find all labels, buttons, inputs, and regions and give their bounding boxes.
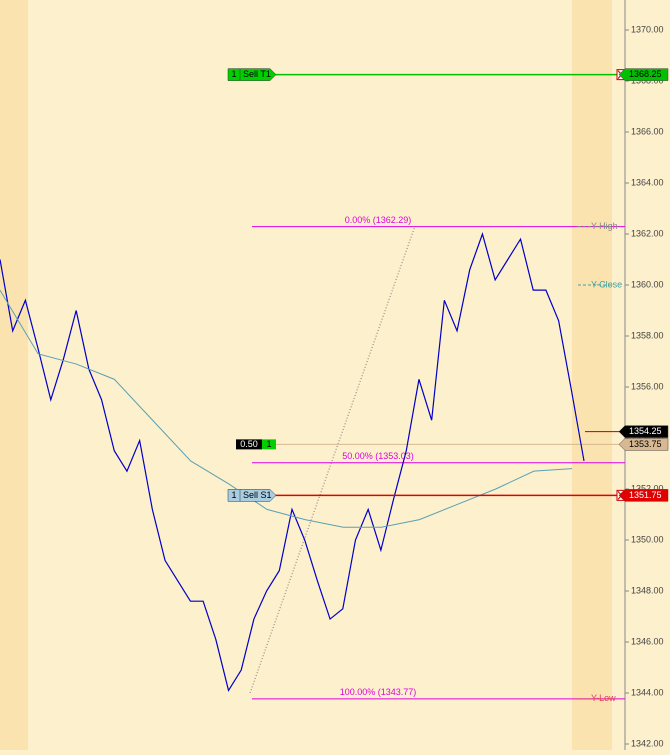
y-tick-label: 1362.00 bbox=[631, 228, 664, 238]
reference-label: Y-High bbox=[591, 221, 618, 231]
position-qty-box bbox=[262, 439, 276, 450]
fib-label: 0.00% (1362.29) bbox=[345, 215, 412, 225]
position-price-tag-label: 1353.75 bbox=[629, 439, 662, 449]
last-price-tag bbox=[618, 425, 669, 438]
reference-label: Y-Close bbox=[591, 279, 622, 289]
position-qty: 1 bbox=[266, 439, 271, 449]
order-price-tag-label: 1368.25 bbox=[629, 69, 662, 79]
position-price-tag bbox=[618, 438, 669, 451]
last-price-tag-label: 1354.25 bbox=[629, 426, 662, 436]
y-tick-label: 1346.00 bbox=[631, 636, 664, 646]
y-tick-label: 1356.00 bbox=[631, 381, 664, 391]
position-size: 0.50 bbox=[240, 439, 258, 449]
position-size-box bbox=[236, 439, 262, 450]
y-tick-label: 1342.00 bbox=[631, 738, 664, 748]
y-tick-label: 1350.00 bbox=[631, 534, 664, 544]
order-price-tag bbox=[618, 68, 669, 81]
order-qty: 1 bbox=[231, 490, 236, 500]
order-price-tag bbox=[618, 489, 669, 502]
moving-average bbox=[0, 289, 573, 528]
session-band bbox=[0, 0, 28, 750]
fib-label: 50.00% (1353.03) bbox=[342, 451, 414, 461]
y-tick-label: 1358.00 bbox=[631, 330, 664, 340]
y-tick-label: 1364.00 bbox=[631, 177, 664, 187]
y-tick-label: 1352.00 bbox=[631, 483, 664, 493]
order-label: Sell S1 bbox=[243, 490, 272, 500]
order-qty: 1 bbox=[231, 69, 236, 79]
session-band bbox=[572, 0, 612, 750]
y-tick-label: 1360.00 bbox=[631, 279, 664, 289]
price-line bbox=[0, 232, 585, 692]
order-label: Sell T1 bbox=[243, 69, 271, 79]
reference-label: Y-Low bbox=[591, 693, 616, 703]
y-tick-label: 1344.00 bbox=[631, 687, 664, 697]
y-tick-label: 1370.00 bbox=[631, 24, 664, 34]
y-tick-label: 1366.00 bbox=[631, 126, 664, 136]
y-tick-label: 1348.00 bbox=[631, 585, 664, 595]
order-price-tag-label: 1351.75 bbox=[629, 490, 662, 500]
fib-label: 100.00% (1343.77) bbox=[340, 687, 417, 697]
